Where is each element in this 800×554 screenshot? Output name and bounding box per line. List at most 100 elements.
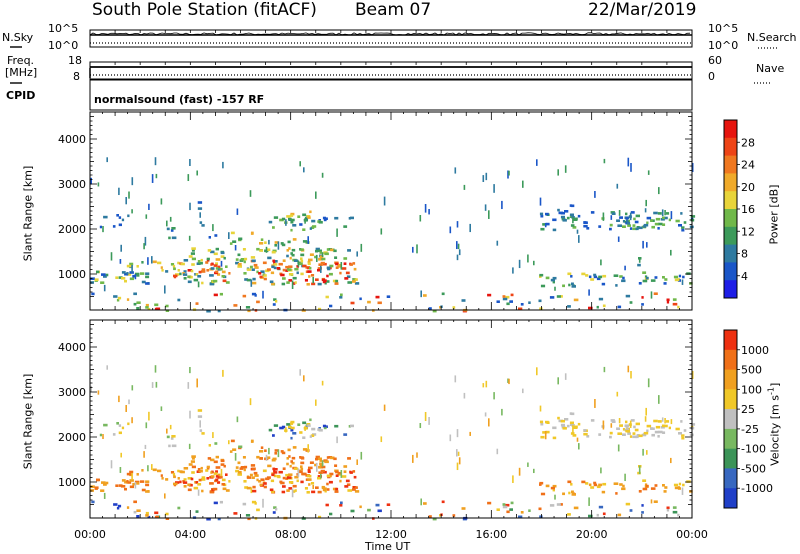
power-ytick-label: 1000: [58, 268, 86, 281]
velocity-cell: [439, 514, 442, 517]
power-cell: [581, 272, 586, 276]
power-cell: [250, 256, 256, 259]
power-cell: [292, 276, 297, 280]
velocity-cell: [304, 426, 306, 431]
velocity-colorbar-label: Velocity [m s-1]: [767, 364, 782, 484]
velocity-cell: [116, 422, 119, 425]
power-cell: [347, 281, 353, 284]
velocity-cell: [290, 428, 294, 432]
velocity-cell: [250, 464, 256, 467]
velocity-cell: [666, 508, 670, 512]
power-cell: [539, 212, 544, 216]
power-cell: [493, 184, 495, 193]
velocity-cell: [271, 490, 275, 494]
power-cell: [340, 262, 343, 270]
power-cell: [335, 266, 339, 269]
power-cell: [145, 306, 149, 309]
power-cell: [311, 282, 316, 286]
velocity-cell: [280, 450, 284, 453]
power-cell: [673, 275, 679, 279]
velocity-cell: [456, 449, 458, 457]
velocity-cell: [343, 433, 348, 436]
power-cell: [619, 275, 623, 278]
power-cell: [206, 257, 210, 261]
power-cell: [215, 258, 221, 261]
velocity-cell: [235, 466, 239, 469]
power-cell: [118, 276, 123, 279]
power-cell: [300, 259, 304, 263]
velocity-cell: [120, 485, 126, 488]
power-cell: [292, 238, 297, 241]
velocity-cell: [352, 486, 357, 489]
power-cell: [341, 267, 347, 270]
x-tick-label: 00:00: [74, 528, 106, 541]
velocity-cell: [611, 420, 616, 423]
velocity-cell: [201, 489, 204, 493]
velocity-cell: [674, 486, 680, 490]
velocity-cell: [141, 488, 146, 492]
velocity-cell: [651, 433, 655, 437]
power-cell: [641, 303, 644, 306]
power-cell: [259, 249, 263, 252]
velocity-cell: [423, 502, 427, 505]
velocity-cell: [145, 511, 149, 515]
velocity-cell: [148, 411, 150, 421]
velocity-cell: [112, 433, 116, 436]
velocity-cell: [354, 486, 358, 489]
velocity-cell: [307, 424, 311, 427]
velocity-ytick-label: 2000: [58, 431, 86, 444]
power-cell: [452, 306, 456, 309]
velocity-cell: [215, 466, 221, 469]
power-colorbar-tick-label: 12: [741, 225, 755, 238]
velocity-cell: [661, 424, 666, 428]
power-cell: [250, 279, 253, 287]
velocity-cell: [653, 500, 658, 503]
velocity-cell: [321, 465, 326, 469]
power-cell: [663, 282, 667, 285]
velocity-cell: [310, 482, 315, 485]
velocity-cell: [622, 433, 626, 436]
power-cell: [386, 295, 391, 298]
power-cell: [629, 227, 633, 230]
power-cell: [310, 274, 315, 277]
power-cell: [220, 260, 223, 267]
velocity-cell: [540, 422, 544, 426]
power-cell: [173, 274, 178, 278]
power-cell: [560, 215, 565, 219]
power-cell: [625, 294, 631, 298]
power-cell: [179, 272, 182, 276]
power-cell: [187, 275, 191, 279]
power-cell: [354, 282, 360, 285]
velocity-cell: [316, 462, 318, 472]
power-cell: [590, 211, 595, 214]
power-cell: [260, 238, 264, 241]
velocity-cell: [274, 449, 279, 452]
velocity-cell: [300, 480, 304, 484]
power-cell: [428, 307, 432, 310]
power-cell: [173, 267, 176, 271]
velocity-cell: [191, 455, 196, 458]
velocity-cell: [654, 484, 658, 487]
velocity-cell: [318, 429, 323, 432]
velocity-cell: [197, 468, 201, 471]
power-cell: [311, 219, 316, 223]
power-cell: [245, 306, 251, 309]
velocity-cell: [294, 475, 299, 479]
velocity-cell: [265, 454, 268, 461]
velocity-cell: [191, 457, 195, 460]
velocity-cell: [299, 431, 303, 434]
power-cell: [151, 256, 153, 264]
velocity-cell: [609, 435, 612, 439]
power-cell: [638, 226, 643, 230]
tick-layer: 1000 2000 3000 4000 1000 2000 3000 4000 00:00 04:…: [58, 30, 708, 541]
velocity-cell: [622, 484, 625, 488]
velocity-cell: [165, 512, 169, 516]
power-cell: [281, 217, 286, 221]
power-cell: [191, 249, 195, 252]
power-cell: [454, 167, 457, 174]
power-cell: [297, 215, 301, 218]
velocity-cell: [629, 509, 633, 512]
power-cell: [288, 247, 291, 250]
power-cell: [165, 270, 169, 273]
power-cell: [254, 266, 259, 269]
